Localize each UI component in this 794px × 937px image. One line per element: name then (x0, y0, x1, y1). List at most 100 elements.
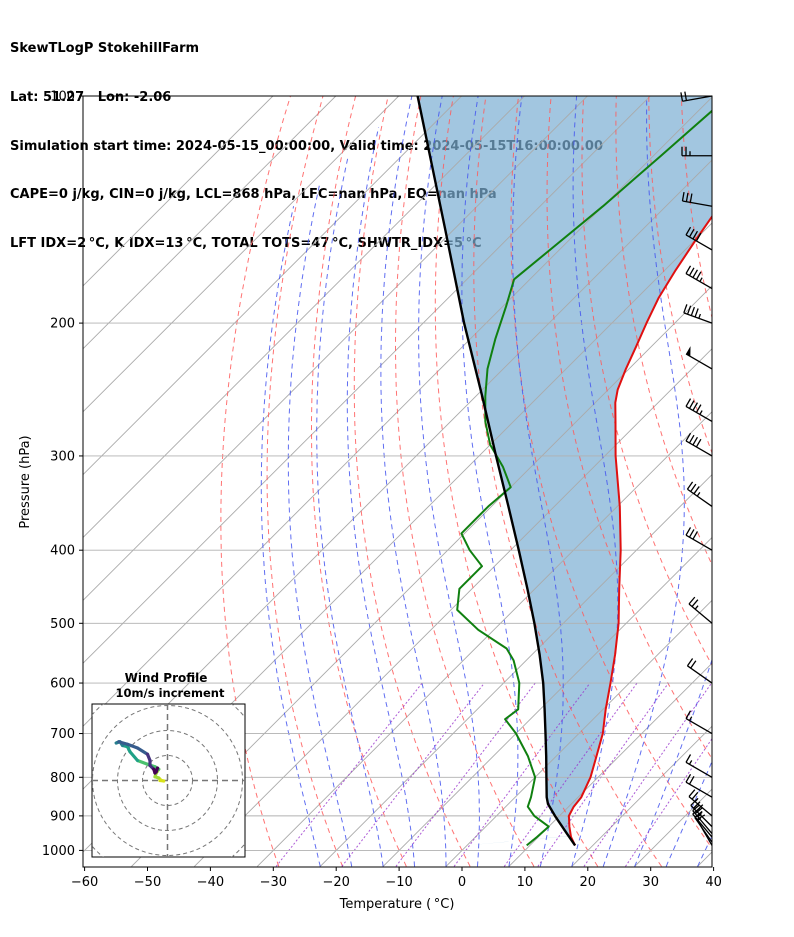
plot-frame (82, 95, 713, 868)
dry-adiabat-line (220, 96, 291, 867)
hodograph-subtitle: 10m/s increment (116, 686, 225, 700)
x-tick-label: 0 (458, 875, 466, 890)
hodograph-segment (135, 758, 150, 766)
dry-adiabat-line (311, 96, 407, 867)
moist-adiabat-line (418, 96, 480, 867)
isotherm-line (445, 599, 712, 867)
wind-barb (683, 304, 713, 324)
x-tick-label: 10 (517, 875, 534, 890)
hodograph-segment (125, 742, 140, 750)
x-tick-label: −60 (71, 875, 98, 890)
isotherm-line (761, 96, 794, 866)
isotherm-line (83, 96, 274, 287)
dry-adiabat-line (747, 96, 794, 866)
moist-adiabat-line (665, 760, 712, 867)
wind-barb (681, 192, 713, 207)
dry-adiabat-line (353, 96, 471, 867)
moist-adiabat-line (287, 181, 353, 867)
dry-adiabat-line (546, 96, 712, 760)
wind-barb (681, 146, 712, 157)
wind-barb (685, 774, 713, 798)
x-tick-label: 30 (642, 875, 659, 890)
wind-barb (685, 226, 713, 251)
hodograph-segment (135, 746, 150, 756)
x-tick-label: 20 (580, 875, 597, 890)
mixing-ratio-line (453, 682, 591, 867)
isotherm-line (194, 348, 712, 867)
isotherm-line (83, 96, 712, 727)
wind-barb (686, 481, 713, 507)
hodograph-segment (154, 766, 160, 774)
moist-adiabat-line (346, 127, 416, 867)
wind-barb (685, 265, 713, 290)
y-tick-label: 400 (50, 544, 75, 559)
mixing-ratio-line (341, 682, 485, 867)
x-tick-label: −50 (134, 875, 161, 890)
plot-area (83, 96, 794, 867)
isotherm-line (319, 473, 712, 867)
wind-barb (688, 596, 713, 624)
mixing-ratio-line (537, 682, 669, 867)
y-tick-label: 500 (50, 617, 75, 632)
moist-adiabat-line (571, 96, 619, 867)
isotherm-line (83, 96, 462, 476)
isotherm-line (382, 536, 712, 867)
dry-adiabat-line (714, 96, 794, 866)
isotherm-line (83, 96, 525, 539)
moist-adiabat-line (512, 96, 564, 867)
wind-barb (688, 789, 713, 817)
hodograph-title: Wind Profile (125, 671, 208, 685)
hodograph-segment (128, 750, 140, 763)
isotherm-line (83, 96, 588, 602)
title-location: Lat: 51.27 Lon: -2.06 (10, 90, 172, 105)
title-station: SkewTLogP StokehillFarm (10, 41, 200, 57)
moist-adiabat-line (602, 96, 685, 867)
mixing-ratio-line (625, 737, 712, 867)
wind-barb (690, 798, 713, 828)
y-tick-label: 300 (50, 449, 75, 464)
isotherm-line (83, 96, 651, 664)
y-axis-label: Pressure (hPa) (18, 435, 33, 528)
x-tick-label: −20 (322, 875, 349, 890)
parcel-profile-line (416, 96, 577, 847)
x-tick-label: 40 (705, 875, 722, 890)
wind-barbs (680, 91, 713, 846)
y-tick-label: 1000 (42, 844, 75, 859)
isotherm-line (256, 411, 712, 867)
dry-adiabat-line (779, 96, 794, 866)
moist-adiabat-line (316, 155, 384, 867)
isotherm-line (571, 725, 712, 867)
moist-adiabat-line (260, 206, 321, 867)
dry-adiabat-line (395, 96, 535, 867)
x-tick-label: −40 (197, 875, 224, 890)
mixing-ratio-line (275, 682, 423, 867)
isotherm-line (508, 662, 712, 867)
wind-barb (685, 398, 713, 422)
wind-barb (692, 804, 713, 835)
wind-barb (685, 346, 713, 370)
moist-adiabat-line (461, 96, 519, 867)
dewpoint-profile-line (456, 109, 712, 847)
y-tick-label: 800 (50, 771, 75, 786)
dry-adiabat-line (648, 96, 712, 455)
isotherm-line (83, 96, 400, 413)
wind-barb (680, 91, 713, 102)
dry-adiabat-line (266, 96, 344, 867)
y-tick-label: 200 (50, 317, 75, 332)
y-tick-label: 600 (50, 677, 75, 692)
mixing-ratio-line (503, 682, 638, 867)
temperature-profile-line (567, 214, 712, 846)
moist-adiabat-line (634, 658, 712, 867)
x-tick-label: −30 (260, 875, 287, 890)
wind-barb (685, 754, 713, 778)
x-axis-label: Temperature ( °C) (339, 897, 455, 912)
y-tick-label: 100 (50, 90, 75, 105)
wind-barb (685, 527, 713, 551)
dry-adiabat-line (510, 96, 712, 849)
wind-barb (686, 658, 713, 684)
y-tick-label: 700 (50, 727, 75, 742)
moist-adiabat-line (380, 96, 447, 867)
wind-barb (685, 432, 713, 457)
y-tick-label: 900 (50, 809, 75, 824)
